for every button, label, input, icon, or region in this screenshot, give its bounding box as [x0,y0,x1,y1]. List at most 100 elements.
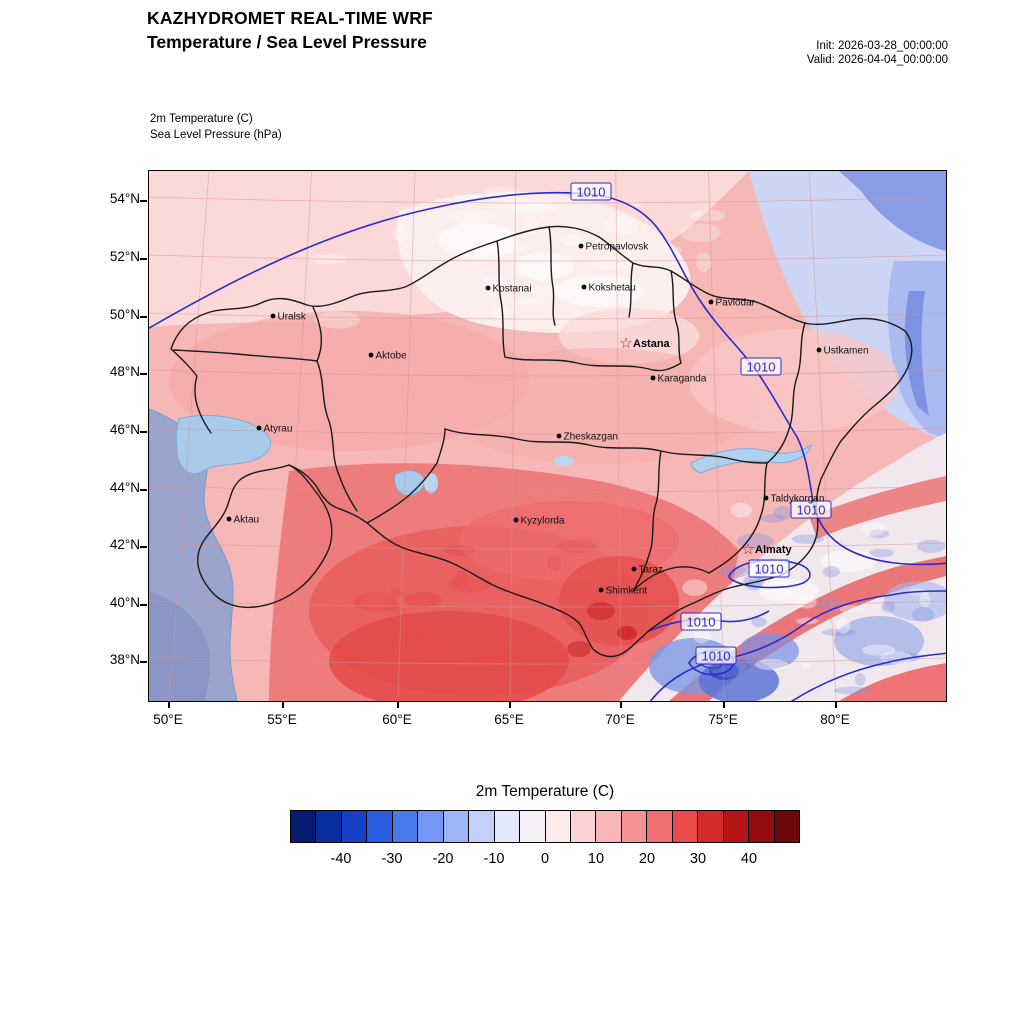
temperature-field [149,171,954,711]
colorbar-cell [469,811,495,842]
colorbar-cell [392,811,419,842]
pressure-value-text: 1010 [702,649,731,664]
colorbar-tick-label: 0 [540,851,550,867]
caspian-north-lagoon [175,414,271,475]
y-axis-label: 40°N [109,595,140,610]
field-label-pressure: Sea Level Pressure (hPa) [150,129,282,141]
map-plot-area: 1010 1010 1010 1010 1010 1010 Petropavlovsk Ko… [143,170,954,711]
colorbar-tick-label: 20 [638,851,656,867]
city-label: Kostanai [493,284,532,295]
pressure-value-text: 1010 [755,562,784,577]
city-label: Petropavlovsk [586,242,650,253]
city-layer: Petropavlovsk Kostanai Kokshetau Pavlodar Ur… [226,242,869,597]
x-axis-label: 55°E [267,712,297,727]
colorbar-cell [647,811,673,842]
city-marker-group: Atyrau [256,424,293,435]
colorbar-cell [520,811,546,842]
city-label: Ustkamen [824,346,869,357]
pressure-value-text: 1010 [577,185,606,200]
kazakhstan-outline [170,225,913,658]
x-axis-label: 60°E [382,712,412,727]
graticule-grid [148,170,947,702]
pressure-contour-label: 1010 [748,559,790,578]
colorbar-cell [443,811,470,842]
city-label: Aktobe [376,351,408,362]
y-axis-label: 50°N [109,307,140,322]
city-marker-group: Shimkent [598,586,648,597]
city-dot-icon [708,299,714,305]
page-subtitle: Temperature / Sea Level Pressure [147,32,427,52]
y-axis-tick [140,661,147,663]
colorbar-cell [494,811,521,842]
city-marker-group: Pavlodar [708,298,756,309]
capital-city-marker-group: ☆ Astana [619,335,670,352]
city-dot-icon [270,313,276,319]
pressure-contour-label: 1010 [680,612,722,631]
city-label: Astana [633,338,671,350]
colorbar [290,810,800,843]
y-axis-label: 42°N [109,537,140,552]
city-dot-icon [256,425,262,431]
city-marker-group: Kyzylorda [513,516,565,527]
pressure-contour-label: 1010 [570,182,612,201]
city-dot-icon [763,495,769,501]
x-axis-label: 75°E [708,712,738,727]
y-axis-label: 52°N [109,249,140,264]
city-label: Atyrau [264,424,293,435]
city-label: Shimkent [606,586,648,597]
colorbar-cell [316,811,342,842]
city-marker-group: Uralsk [270,312,307,323]
city-label: Almaty [755,544,793,556]
y-axis-tick [140,316,147,318]
map-canvas: 1010 1010 1010 1010 1010 1010 Petropavlovsk Ko… [143,170,954,711]
city-dot-icon [650,375,656,381]
pressure-contour-label: 1010 [740,357,782,376]
city-dot-icon [816,347,822,353]
city-dot-icon [598,587,604,593]
colorbar-cell [570,811,597,842]
colorbar-ticks: -40 -30 -20 -10 0 10 20 30 40 [290,851,800,873]
city-marker-group: Taldykorgan [763,494,824,505]
city-dot-icon [226,516,232,522]
colorbar-cell [291,811,317,842]
colorbar-cell [621,811,648,842]
pressure-contour-label: 1010 [695,646,737,665]
city-marker-group: Aktau [226,515,259,526]
colorbar-tick-label: -40 [330,851,352,867]
init-timestamp: Init: 2026-03-28_00:00:00 [816,40,948,52]
colorbar-cell [367,811,393,842]
colorbar-tick-label: 40 [740,851,758,867]
city-dot-icon [581,284,587,290]
x-axis-label: 80°E [820,712,850,727]
water-bodies [148,408,812,702]
x-axis-label: 70°E [605,712,635,727]
colorbar-tick-label: -10 [483,851,505,867]
lake-balkhash [690,443,812,474]
city-dot-icon [513,517,519,523]
colorbar-tick-label: -30 [381,851,403,867]
city-marker-group: Ustkamen [816,346,869,357]
city-dot-icon [556,433,562,439]
colorbar-tick-label: 10 [587,851,605,867]
capital-star-icon: ☆ [619,335,632,352]
y-axis-tick [140,200,147,202]
colorbar-cell [774,811,800,842]
y-axis-tick [140,546,147,548]
pressure-contour-label: 1010 [790,500,832,519]
city-label: Taraz [639,565,663,576]
city-label: Kokshetau [589,283,636,294]
colorbar-cell [341,811,368,842]
colorbar-cell [749,811,775,842]
colorbar-cell [418,811,444,842]
colorbar-tick-label: 30 [689,851,707,867]
city-label: Zheskazgan [564,432,618,443]
field-label-temperature: 2m Temperature (C) [150,113,253,125]
capital-city-marker-group: ☆ Almaty [741,541,792,558]
pressure-value-text: 1010 [797,503,826,518]
colorbar-title: 2m Temperature (C) [475,783,615,800]
y-axis-tick [140,604,147,606]
city-marker-group: Karaganda [650,374,707,385]
y-axis-tick [140,373,147,375]
y-axis-tick [140,489,147,491]
y-axis-label: 38°N [109,652,140,667]
